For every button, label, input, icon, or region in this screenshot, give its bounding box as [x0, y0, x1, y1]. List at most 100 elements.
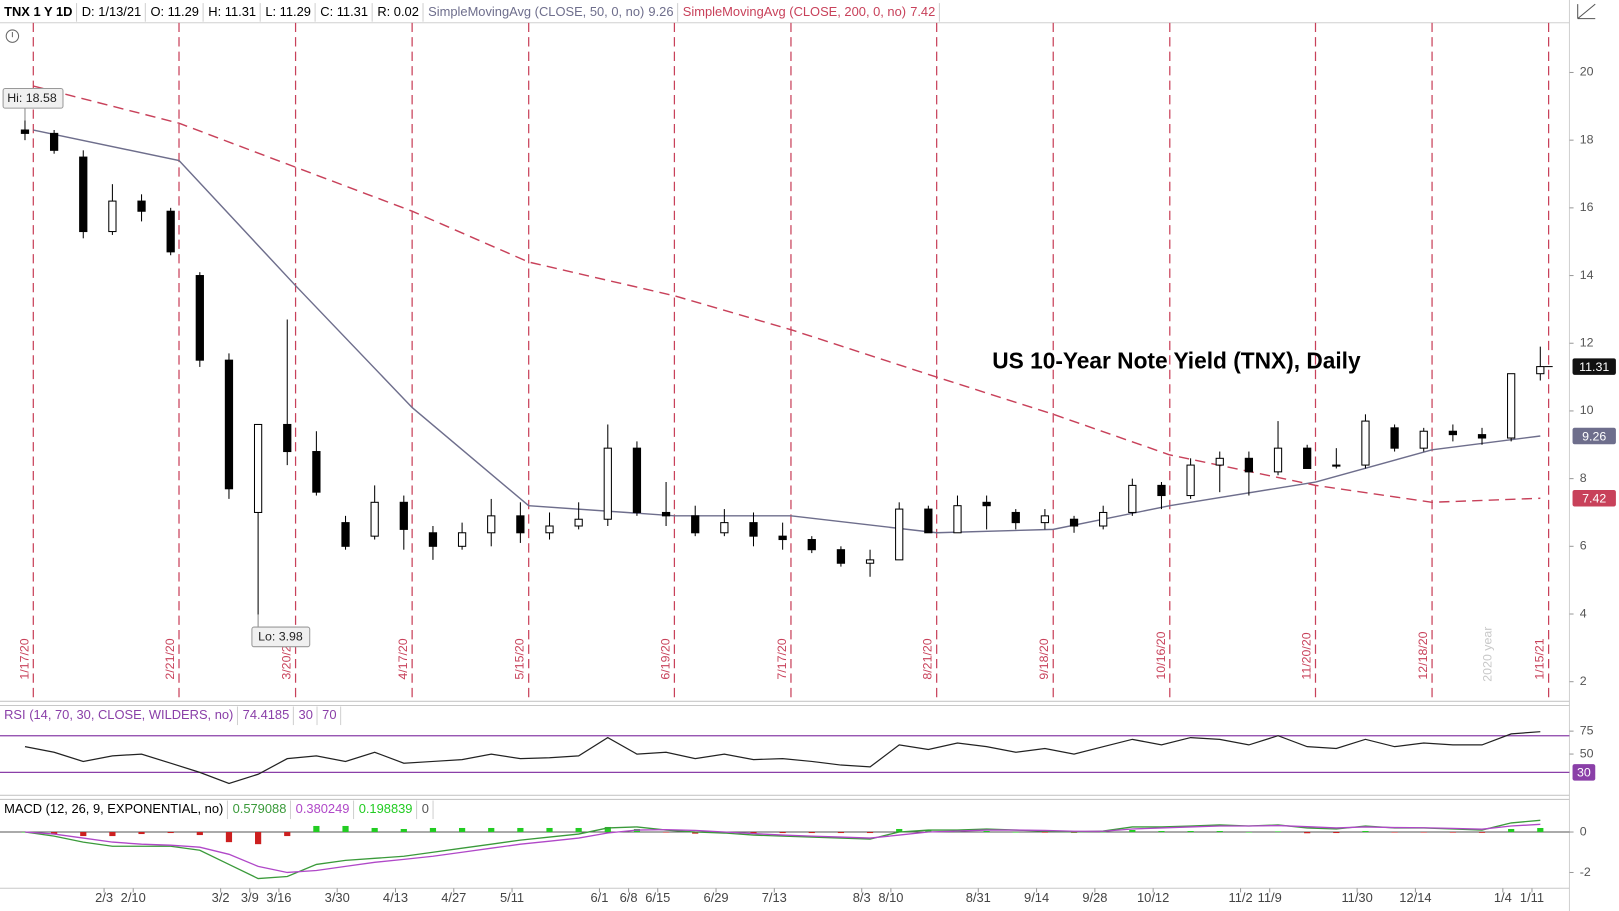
- candle-body: [108, 200, 117, 233]
- histogram-bar: [1333, 832, 1340, 834]
- histogram-bar: [167, 832, 174, 834]
- candle-body: [49, 132, 59, 151]
- candle-body: [836, 549, 846, 564]
- histogram-bar: [604, 826, 611, 833]
- histogram-bar: [925, 830, 932, 833]
- candle-body: [195, 275, 204, 361]
- x-tick-label: 6/29: [703, 890, 728, 905]
- x-tick-label: 7/13: [762, 890, 787, 905]
- candle-body: [1477, 434, 1487, 439]
- histogram-bar: [313, 825, 320, 833]
- histogram-bar: [662, 832, 670, 833]
- candle-body: [253, 423, 263, 513]
- candle-body: [224, 359, 234, 490]
- x-tick-label: 3/2: [212, 890, 230, 905]
- x-tick-label: 2/10: [121, 890, 146, 905]
- histogram-bar: [80, 832, 87, 837]
- candle-body: [1157, 484, 1166, 497]
- event-label: 6/19/20: [658, 638, 672, 679]
- y-tick-label: 50: [1580, 746, 1594, 760]
- y-tick-label: 16: [1580, 200, 1594, 214]
- histogram-bar: [1391, 832, 1398, 833]
- x-tick-label: 1/4: [1494, 890, 1512, 905]
- candle-body: [603, 447, 612, 520]
- histogram-bar: [1478, 832, 1486, 833]
- y-tick-label: -2: [1580, 865, 1591, 879]
- alert-icon[interactable]: [5, 29, 20, 43]
- candle-body: [1128, 484, 1137, 513]
- x-tick-label: 11/30: [1341, 890, 1372, 905]
- event-label: 3/20/20: [280, 638, 294, 679]
- moving-average-line: [33, 129, 1541, 534]
- y-tick-label: 75: [1580, 723, 1594, 737]
- histogram-bar: [371, 827, 378, 833]
- candle-body: [865, 559, 875, 564]
- x-tick-label: 9/14: [1024, 890, 1049, 905]
- header-item: D: 1/13/21: [82, 4, 141, 19]
- candle-body: [1099, 511, 1108, 527]
- x-tick-label: 6/8: [620, 890, 638, 905]
- drawing-tool-icon[interactable]: [1577, 3, 1596, 20]
- candle-body: [1273, 447, 1283, 473]
- legend-value: 7.42: [910, 4, 935, 19]
- candle-body: [574, 518, 583, 527]
- candle-body: [370, 501, 379, 537]
- candle-body: [749, 522, 758, 537]
- header-item: O: 11.29: [150, 4, 198, 19]
- candle-body: [953, 505, 962, 534]
- candle-body: [1303, 447, 1312, 469]
- candle-body: [1361, 420, 1370, 466]
- histogram-bar: [1537, 828, 1544, 833]
- x-tick-label: 2/3: [95, 890, 113, 905]
- histogram-bar: [517, 827, 524, 833]
- candle-body: [341, 522, 350, 547]
- x-tick-label: 8/3: [853, 890, 871, 905]
- histogram-bar: [225, 832, 233, 843]
- histogram-bar: [1041, 832, 1049, 833]
- candle-body: [982, 501, 991, 507]
- histogram-bar: [1012, 832, 1019, 833]
- histogram-bar: [1508, 828, 1515, 833]
- x-tick-label: 10/12: [1137, 890, 1169, 905]
- histogram-bar: [837, 832, 845, 834]
- event-label: 4/17/20: [396, 638, 410, 679]
- candle-body: [1011, 511, 1020, 524]
- histogram-bar: [1449, 832, 1456, 833]
- histogram-bar: [1245, 832, 1252, 833]
- candle-body: [895, 508, 904, 561]
- event-label: 10/16/20: [1154, 631, 1168, 679]
- x-tick-label: 3/30: [325, 890, 350, 905]
- legend-entry: SimpleMovingAvg (CLOSE, 50, 0, no): [428, 4, 644, 19]
- event-label: 12/18/20: [1416, 631, 1430, 679]
- candle-body: [457, 532, 467, 547]
- y-tick-label: 2: [1580, 674, 1587, 688]
- candle-body: [1186, 464, 1195, 497]
- histogram-bar: [400, 828, 407, 833]
- y-tick-label: 18: [1580, 132, 1594, 146]
- histogram-bar: [1100, 831, 1107, 833]
- candle-body: [79, 156, 88, 233]
- histogram-bar: [546, 827, 553, 833]
- histogram-bar: [255, 832, 262, 845]
- candle-body: [516, 515, 525, 534]
- candle-body: [1332, 464, 1341, 467]
- candle-body: [20, 129, 30, 134]
- candle-body: [312, 451, 321, 493]
- candle-body: [778, 535, 787, 541]
- candle-body: [661, 511, 671, 517]
- x-tick-label: 8/10: [878, 890, 903, 905]
- event-label: 5/15/20: [513, 638, 527, 679]
- histogram-bar: [196, 832, 203, 836]
- candle-body: [924, 508, 933, 534]
- indicator-name: MACD (12, 26, 9, EXPONENTIAL, no): [4, 801, 223, 816]
- price-bubble-label: 11.31: [1579, 360, 1609, 374]
- candle-body: [691, 515, 700, 534]
- histogram-bar: [983, 831, 990, 833]
- x-tick-label: 4/13: [383, 890, 408, 905]
- macd-line: [24, 823, 1541, 874]
- y-tick-label: 4: [1580, 606, 1587, 620]
- event-label: 2/21/20: [163, 638, 177, 679]
- y-tick-label: 14: [1580, 268, 1594, 282]
- candle-body: [137, 200, 146, 212]
- candle-body: [1536, 366, 1545, 375]
